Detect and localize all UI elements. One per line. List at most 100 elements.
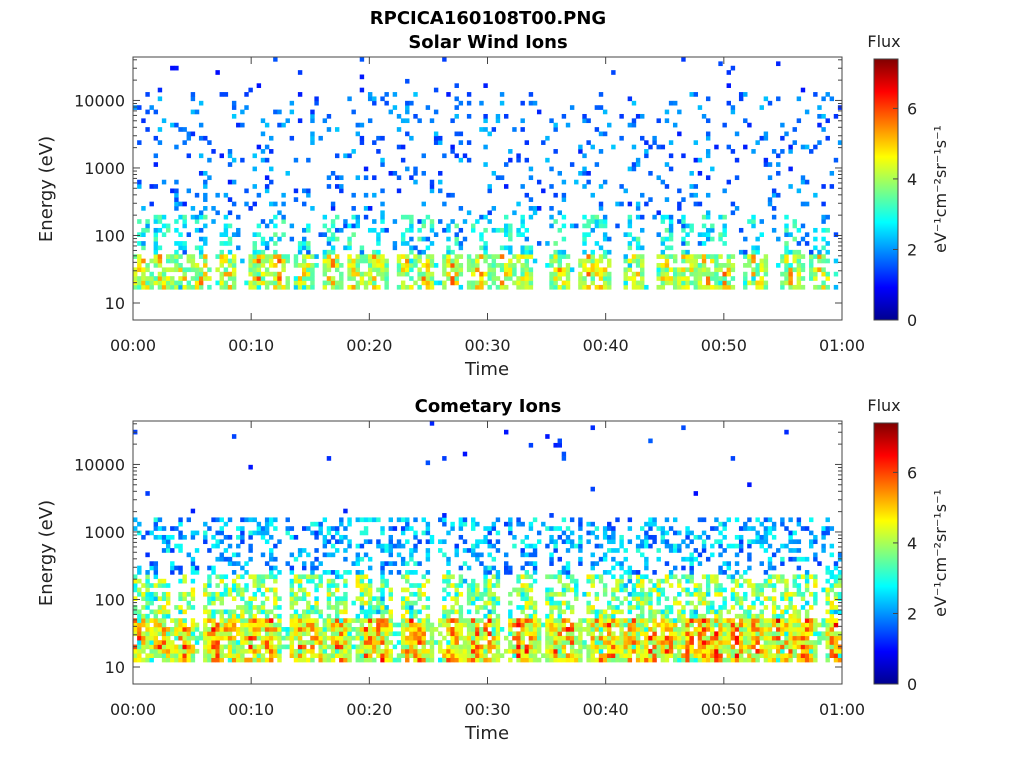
- flux-cell: [417, 609, 422, 615]
- flux-cell: [541, 521, 546, 527]
- flux-cell: [747, 543, 752, 549]
- flux-cell: [256, 267, 262, 273]
- flux-cell: [330, 653, 336, 658]
- flux-cell: [586, 622, 591, 628]
- flux-cell: [384, 267, 389, 273]
- flux-cell: [392, 219, 398, 224]
- flux-cell: [751, 254, 756, 259]
- flux-cell: [660, 179, 666, 185]
- flux-cell: [809, 271, 814, 277]
- flux-cell: [149, 530, 154, 536]
- flux-cell: [367, 583, 373, 588]
- flux-cell: [590, 267, 595, 273]
- flux-cell: [409, 622, 414, 628]
- flux-cell: [343, 618, 348, 623]
- colorbar-unit: eV⁻¹cm⁻²sr⁻¹s⁻¹: [931, 125, 950, 253]
- flux-cell: [236, 648, 241, 654]
- flux-cell: [565, 657, 571, 663]
- flux-cell: [450, 574, 455, 580]
- flux-cell: [594, 127, 600, 132]
- flux-cell: [264, 657, 270, 663]
- flux-cell: [631, 284, 637, 290]
- flux-cell: [705, 271, 711, 277]
- flux-cell: [145, 600, 150, 606]
- flux-cell: [343, 219, 348, 224]
- flux-cell: [137, 219, 142, 224]
- flux-cell: [289, 640, 295, 645]
- flux-cell: [207, 548, 212, 553]
- flux-cell: [553, 276, 558, 281]
- flux-cell: [697, 276, 703, 281]
- flux-cell: [755, 284, 760, 290]
- flux-cell: [631, 254, 637, 259]
- flux-cell: [306, 605, 311, 610]
- flux-cell: [495, 539, 501, 545]
- flux-cell: [161, 657, 167, 663]
- flux-cell: [722, 263, 727, 268]
- flux-cell: [598, 574, 604, 580]
- flux-cell: [400, 622, 406, 628]
- flux-cell: [524, 552, 530, 558]
- flux-cell: [718, 618, 723, 623]
- flux-cell: [487, 271, 492, 277]
- flux-cell: [231, 201, 237, 207]
- flux-cell: [594, 267, 600, 273]
- flux-cell: [380, 574, 385, 580]
- flux-cell: [524, 605, 530, 610]
- flux-cell: [400, 627, 406, 632]
- flux-cell: [524, 254, 530, 259]
- flux-cell: [351, 214, 356, 220]
- flux-cell: [804, 587, 810, 593]
- flux-cell: [260, 526, 266, 531]
- flux-cell: [656, 284, 661, 290]
- flux-cell: [326, 570, 332, 575]
- flux-cell: [252, 574, 257, 580]
- flux-cell: [627, 276, 633, 281]
- flux-cell: [438, 517, 443, 523]
- flux-cell: [565, 526, 571, 531]
- flux-cell: [227, 648, 233, 654]
- colorbar-tick-label: 0: [907, 311, 917, 330]
- flux-cell: [161, 631, 167, 637]
- flux-cell: [339, 657, 344, 663]
- flux-cell: [471, 526, 476, 531]
- flux-cell: [165, 254, 171, 259]
- flux-cell: [281, 219, 286, 224]
- flux-cell: [763, 570, 769, 575]
- flux-cell: [660, 249, 666, 255]
- flux-cell: [804, 635, 810, 641]
- flux-cell: [429, 276, 435, 281]
- flux-cell: [302, 618, 307, 623]
- flux-cell: [594, 627, 600, 632]
- flux-cell: [442, 153, 447, 159]
- flux-cell: [405, 627, 410, 632]
- flux-cell: [462, 644, 468, 650]
- flux-cell: [240, 587, 245, 593]
- flux-cell: [631, 618, 637, 623]
- flux-cell: [413, 627, 418, 632]
- flux-cell: [809, 249, 814, 255]
- flux-cell: [347, 271, 352, 277]
- flux-cell: [635, 201, 641, 207]
- flux-cell: [553, 219, 558, 224]
- flux-cell: [157, 245, 163, 251]
- flux-cell: [491, 206, 497, 211]
- flux-cell: [178, 263, 183, 268]
- flux-cell: [376, 232, 381, 238]
- flux-cell: [664, 618, 670, 623]
- flux-cell: [376, 267, 381, 273]
- flux-cell: [231, 657, 237, 663]
- flux-cell: [240, 596, 245, 602]
- flux-cell: [602, 613, 608, 619]
- flux-cell: [182, 640, 187, 645]
- flux-cell: [701, 284, 707, 290]
- flux-cell: [446, 276, 451, 281]
- flux-cell: [640, 583, 645, 588]
- flux-cell: [223, 583, 229, 588]
- flux-cell: [821, 236, 826, 242]
- flux-cell: [203, 254, 208, 259]
- flux-cell: [194, 548, 200, 553]
- flux-cell: [363, 635, 369, 641]
- flux-cell: [714, 526, 719, 531]
- flux-cell: [652, 627, 657, 632]
